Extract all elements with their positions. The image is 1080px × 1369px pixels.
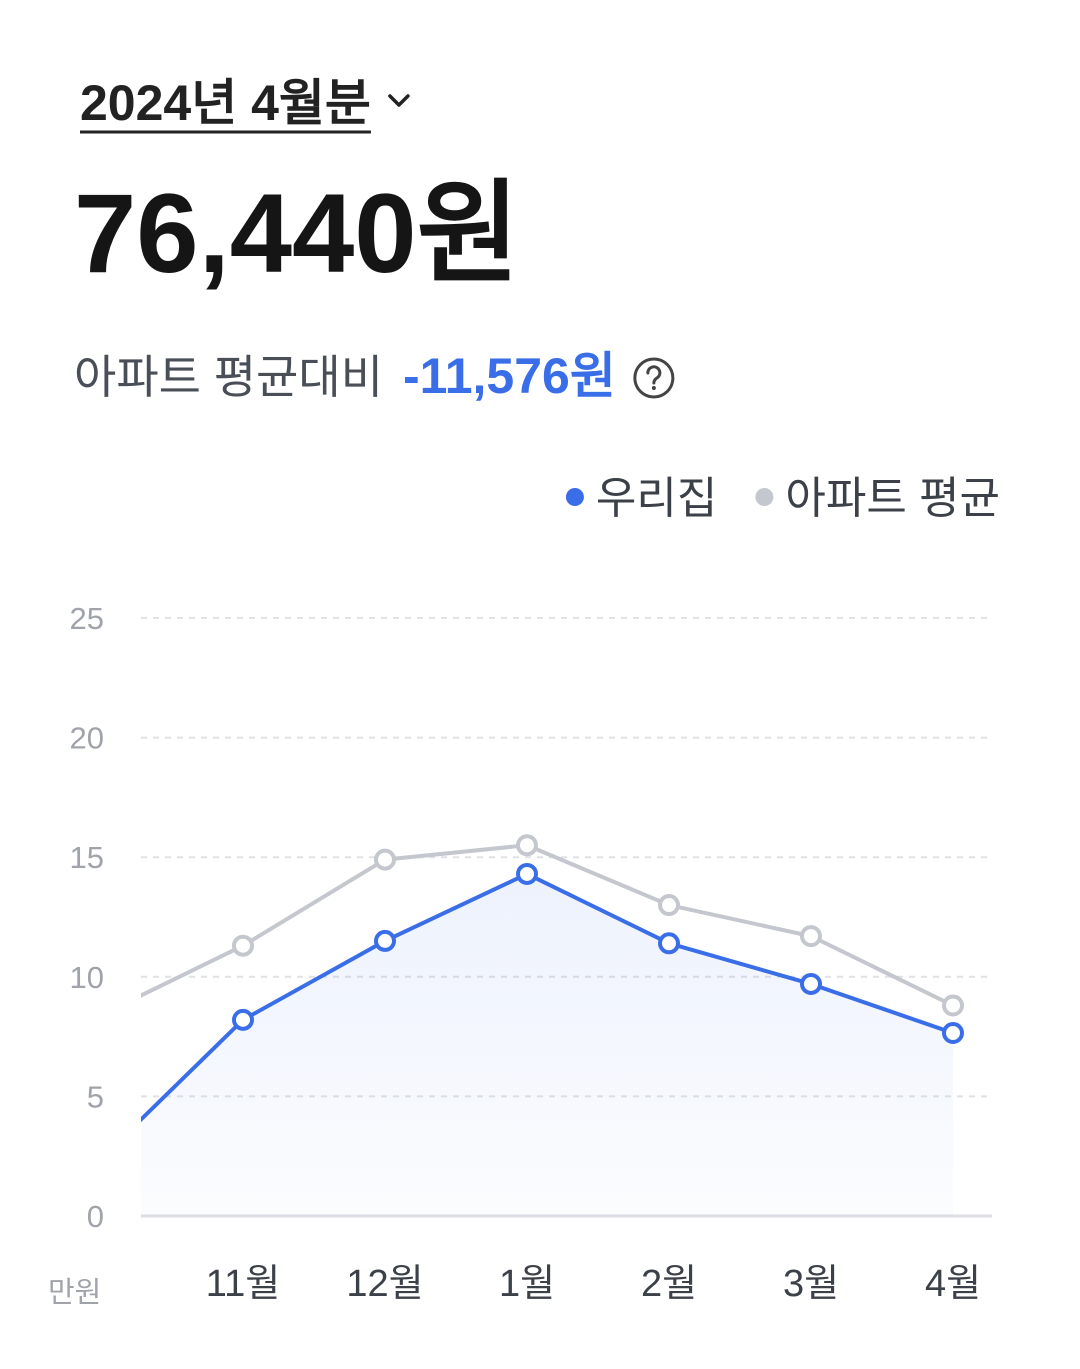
y-tick-label: 15 xyxy=(70,840,104,875)
point xyxy=(658,894,680,917)
y-axis-unit: 만원 xyxy=(48,1277,101,1309)
y-tick-label: 5 xyxy=(87,1079,104,1114)
y-tick-label: 0 xyxy=(87,1199,104,1234)
point xyxy=(942,1022,964,1045)
legend-dot xyxy=(565,488,584,506)
x-tick-label: 12월 xyxy=(346,1263,423,1305)
point xyxy=(232,1008,254,1031)
point xyxy=(800,925,822,948)
point xyxy=(516,862,538,885)
point xyxy=(374,848,396,871)
period-selector[interactable]: 2024년 4월분 xyxy=(80,75,371,131)
point xyxy=(374,929,396,952)
point xyxy=(800,972,822,995)
point xyxy=(942,994,964,1017)
legend-label: 우리집 xyxy=(596,474,717,523)
legend-label: 아파트 평균 xyxy=(785,474,1000,523)
y-tick-label: 25 xyxy=(70,601,104,636)
y-tick-label: 10 xyxy=(70,960,104,995)
x-tick-label: 11월 xyxy=(206,1263,280,1305)
help-circle xyxy=(633,357,675,399)
help-glyph xyxy=(646,365,662,385)
help-dot xyxy=(651,386,656,390)
x-tick-label: 2월 xyxy=(641,1263,697,1305)
y-tick-label: 20 xyxy=(70,721,104,756)
x-tick-label: 3월 xyxy=(783,1263,839,1305)
chart: 우리집 아파트 평균 0 5 10 15 20 25 만원 11월 12월 1월 2월 3월 4월 xyxy=(48,474,1000,1309)
chevron-icon[interactable] xyxy=(388,94,410,107)
x-tick-label: 4월 xyxy=(925,1263,981,1305)
legend: 우리집 아파트 평균 xyxy=(565,474,1000,523)
x-tick-label: 1월 xyxy=(499,1263,555,1305)
help-icon[interactable] xyxy=(633,357,675,399)
point xyxy=(658,932,680,955)
compare-value: -11,576원 xyxy=(403,348,616,404)
compare-label: 아파트 평균대비 xyxy=(74,351,383,403)
amount: 76,440원 xyxy=(74,171,520,296)
plot-area xyxy=(141,834,964,1216)
point xyxy=(516,834,538,857)
legend-dot xyxy=(755,488,774,506)
point xyxy=(232,934,254,957)
area xyxy=(141,873,953,1216)
